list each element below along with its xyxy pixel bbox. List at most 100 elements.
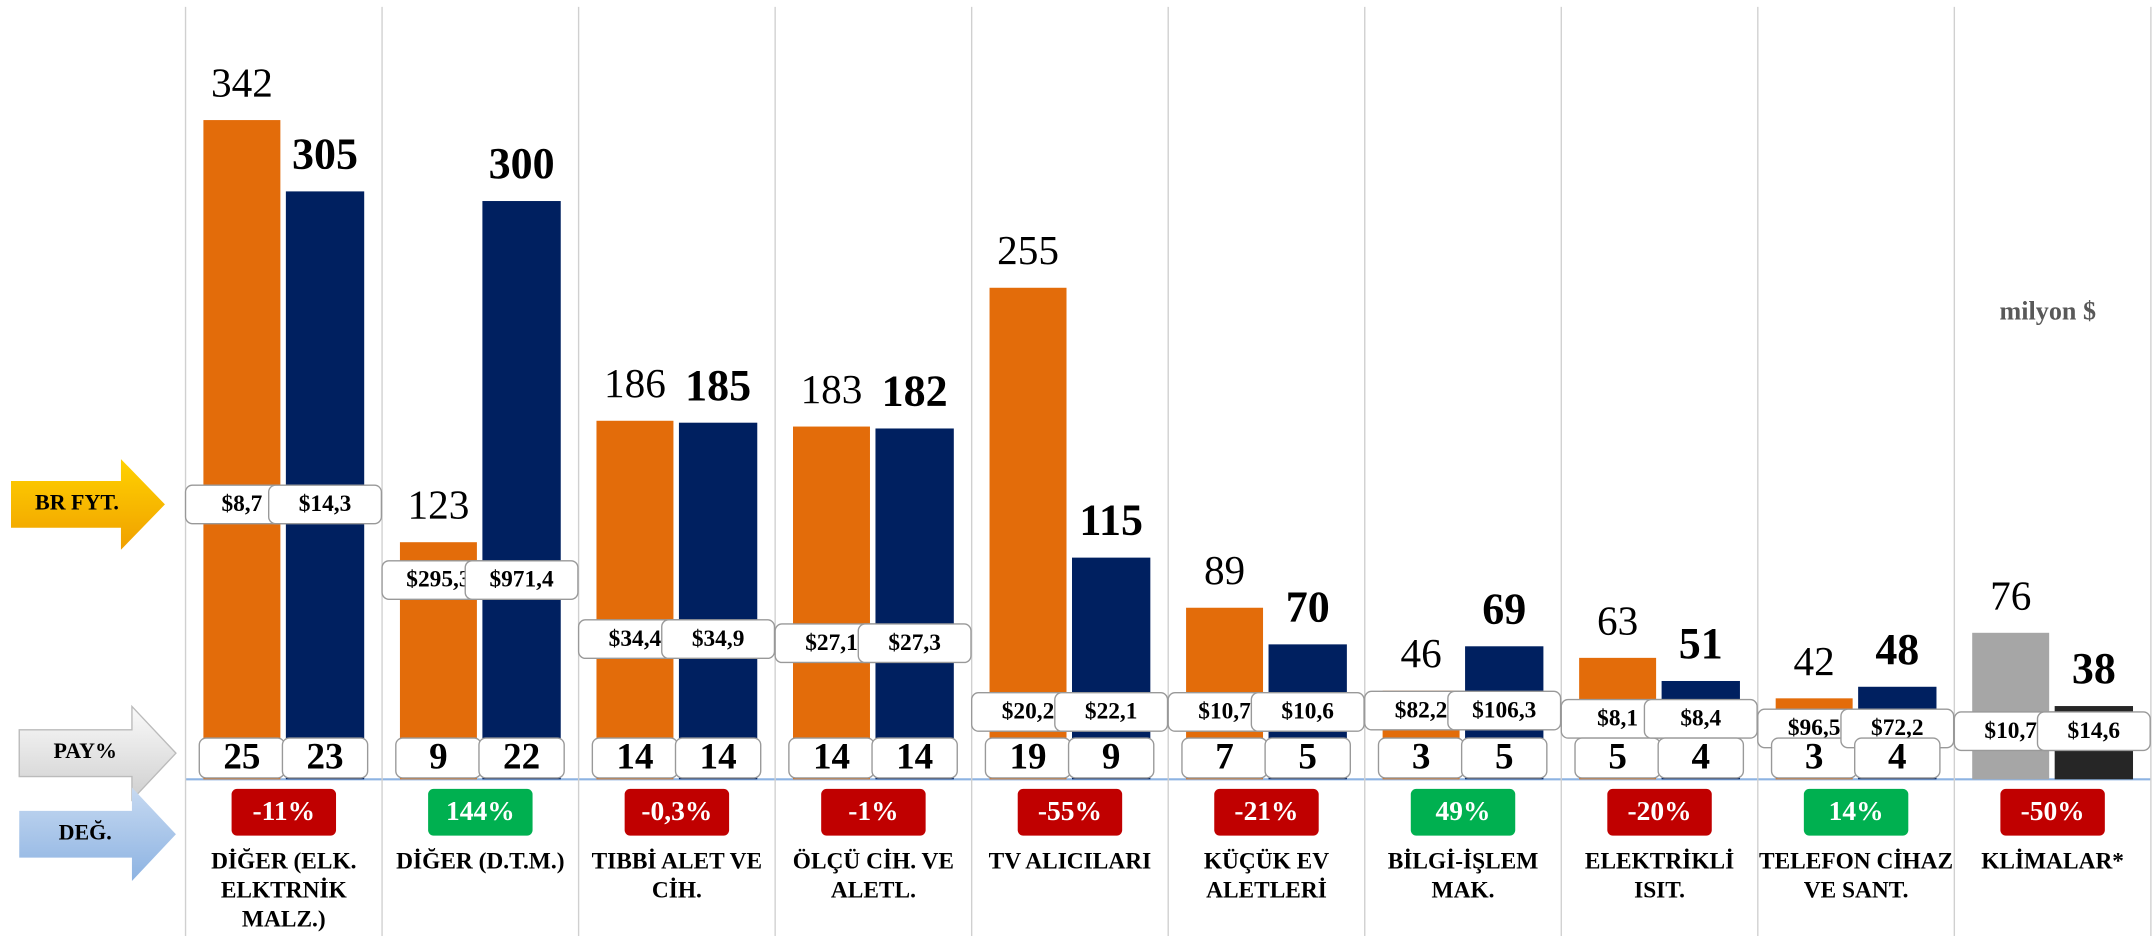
x-tick-label: TELEFON CİHAZ VE SANT.	[1759, 848, 1954, 903]
share-label: 14	[813, 737, 850, 778]
arrow	[19, 787, 176, 881]
x-tick-label: TIBBİ ALET VE CİH.	[591, 848, 763, 903]
row-label: BR FYT.	[35, 489, 119, 514]
value-label: 89	[1204, 547, 1245, 593]
category-box: DİĞER (D.T.M.)	[396, 848, 565, 875]
value-label: 185	[685, 361, 751, 410]
price-label: $82,2	[1395, 697, 1448, 723]
value-label: 51	[1679, 619, 1723, 668]
share-label: 7	[1215, 737, 1234, 778]
value-label: 123	[408, 482, 470, 528]
arrow	[18, 704, 177, 802]
bar	[678, 422, 758, 780]
change-box	[231, 788, 337, 836]
row-label: PAY%	[53, 738, 116, 763]
share-label: 5	[1495, 737, 1514, 778]
price-label: $10,7	[1984, 718, 2037, 744]
share-box	[1854, 737, 1941, 779]
share-box	[478, 737, 565, 779]
price-label: $22,1	[1085, 699, 1138, 725]
change-label: -50%	[2021, 796, 2085, 826]
change-box	[1017, 788, 1123, 836]
change-box	[428, 788, 533, 836]
share-label: 19	[1009, 737, 1046, 778]
share-label: 14	[700, 737, 737, 778]
share-label: 14	[896, 737, 933, 778]
x-tick-label: ELEKTRİKLİ ISIT.	[1584, 848, 1735, 903]
price-label: $34,4	[609, 626, 662, 652]
share-label: 23	[306, 737, 343, 778]
share-label: 25	[223, 737, 260, 778]
bar	[1972, 632, 2050, 780]
row-label: DEĞ.	[59, 819, 112, 844]
price-box	[2036, 711, 2151, 752]
change-box	[821, 788, 926, 836]
value-label: 115	[1079, 496, 1143, 545]
bar	[793, 426, 870, 780]
share-label: 5	[1608, 737, 1627, 778]
x-tick-label: BİLGİ-İŞLEM MAK.	[1387, 848, 1539, 903]
change-label: 14%	[1829, 796, 1884, 826]
category-box: KLİMALAR*	[1981, 848, 2125, 875]
value-label: 76	[1990, 572, 2031, 618]
price-label: $27,1	[805, 630, 858, 656]
x-tick-label: DİĞER (ELK. ELKTRNİK MALZ.)	[211, 848, 357, 932]
change-label: 144%	[446, 796, 515, 826]
value-label: 183	[801, 366, 863, 412]
share-box	[1460, 737, 1548, 779]
share-box	[871, 737, 958, 779]
category-box: ÖLÇÜ CİH. VE ALETL.	[792, 848, 955, 903]
price-label: $971,4	[489, 567, 554, 593]
arrow	[10, 459, 165, 550]
value-label: 182	[882, 367, 948, 416]
share-label: 4	[1888, 737, 1907, 778]
change-label: -20%	[1627, 796, 1691, 826]
change-label: -11%	[253, 796, 316, 826]
change-box	[1607, 788, 1712, 836]
change-label: -0,3%	[641, 796, 712, 826]
price-label: $34,9	[692, 626, 745, 652]
change-box	[1803, 788, 1909, 836]
share-box	[1067, 737, 1155, 779]
share-label: 9	[429, 737, 448, 778]
value-label: 42	[1794, 638, 1835, 684]
price-box	[857, 623, 972, 664]
change-label: -55%	[1038, 796, 1102, 826]
share-box	[1264, 737, 1351, 779]
change-box	[2000, 788, 2105, 836]
x-tick-label: KLİMALAR*	[1981, 848, 2125, 875]
share-label: 5	[1298, 737, 1317, 778]
value-label: 305	[292, 130, 358, 179]
category-box: TV ALICILARI	[989, 848, 1152, 874]
bar	[596, 420, 674, 780]
x-tick-label: DİĞER (D.T.M.)	[396, 848, 565, 875]
price-label: $8,1	[1597, 706, 1638, 732]
price-label: $106,3	[1472, 697, 1536, 723]
bar	[482, 201, 561, 780]
share-label: 4	[1691, 737, 1710, 778]
x-tick-label: KÜÇÜK EV ALETLERİ	[1203, 848, 1330, 903]
price-label: $10,7	[1198, 699, 1251, 725]
category-box: DİĞER (ELK. ELKTRNİK MALZ.)	[211, 848, 357, 932]
value-label: 63	[1597, 597, 1638, 643]
change-box	[1214, 788, 1319, 836]
change-label: 49%	[1436, 796, 1491, 826]
price-box	[268, 484, 383, 525]
value-label: 48	[1875, 625, 1919, 674]
price-label: $20,2	[1002, 699, 1055, 725]
value-label: 300	[489, 139, 555, 188]
change-box	[1410, 788, 1516, 836]
x-tick-label: ÖLÇÜ CİH. VE ALETL.	[792, 848, 955, 903]
change-label: -21%	[1234, 796, 1298, 826]
share-box	[281, 737, 369, 779]
change-box	[624, 788, 730, 836]
share-label: 14	[616, 737, 653, 778]
category-box: TIBBİ ALET VE CİH.	[591, 848, 763, 903]
share-label: 3	[1805, 737, 1824, 778]
value-label: 38	[2072, 644, 2116, 693]
price-label: $14,6	[2068, 718, 2121, 744]
price-label: $96,5	[1788, 715, 1841, 741]
category-box: BİLGİ-İŞLEM MAK.	[1387, 848, 1539, 903]
